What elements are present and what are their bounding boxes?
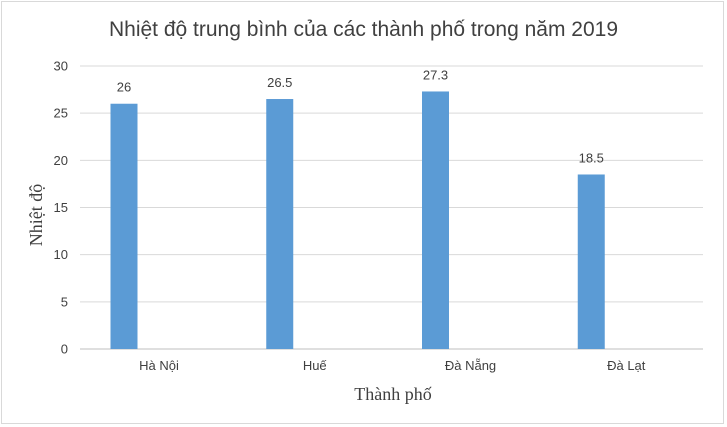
bars: [110, 91, 605, 350]
y-tick-label: 0: [61, 342, 68, 357]
y-tick-label: 15: [54, 200, 68, 215]
data-label: 18.5: [579, 150, 604, 165]
data-labels: 26 26.5 27.3 18.5: [117, 67, 604, 165]
data-label: 26.5: [267, 75, 292, 90]
gridlines: [80, 65, 703, 350]
x-tick-label: Đà Lạt: [607, 358, 646, 373]
bar: [577, 174, 605, 349]
bar: [266, 99, 294, 350]
x-tick-label: Huế: [303, 358, 328, 373]
y-tick-label: 10: [54, 247, 68, 262]
y-tick-label: 5: [61, 294, 68, 309]
data-label: 27.3: [423, 67, 448, 82]
bar: [110, 103, 138, 349]
x-tick-label: Đà Nẵng: [445, 358, 496, 373]
x-axis-ticks: Hà Nội Huế Đà Nẵng Đà Lạt: [139, 358, 646, 373]
bar: [422, 91, 449, 349]
y-tick-label: 20: [54, 153, 68, 168]
y-axis-ticks: 0 5 10 15 20 25 30: [54, 59, 68, 357]
chart-title: Nhiệt độ trung bình của các thành phố tr…: [108, 18, 619, 41]
x-axis-title: Thành phố: [354, 384, 431, 404]
y-tick-label: 30: [54, 59, 68, 74]
data-label: 26: [117, 80, 131, 95]
y-axis-title: Nhiệt độ: [26, 184, 46, 247]
x-tick-label: Hà Nội: [139, 358, 179, 373]
y-tick-label: 25: [54, 106, 68, 121]
